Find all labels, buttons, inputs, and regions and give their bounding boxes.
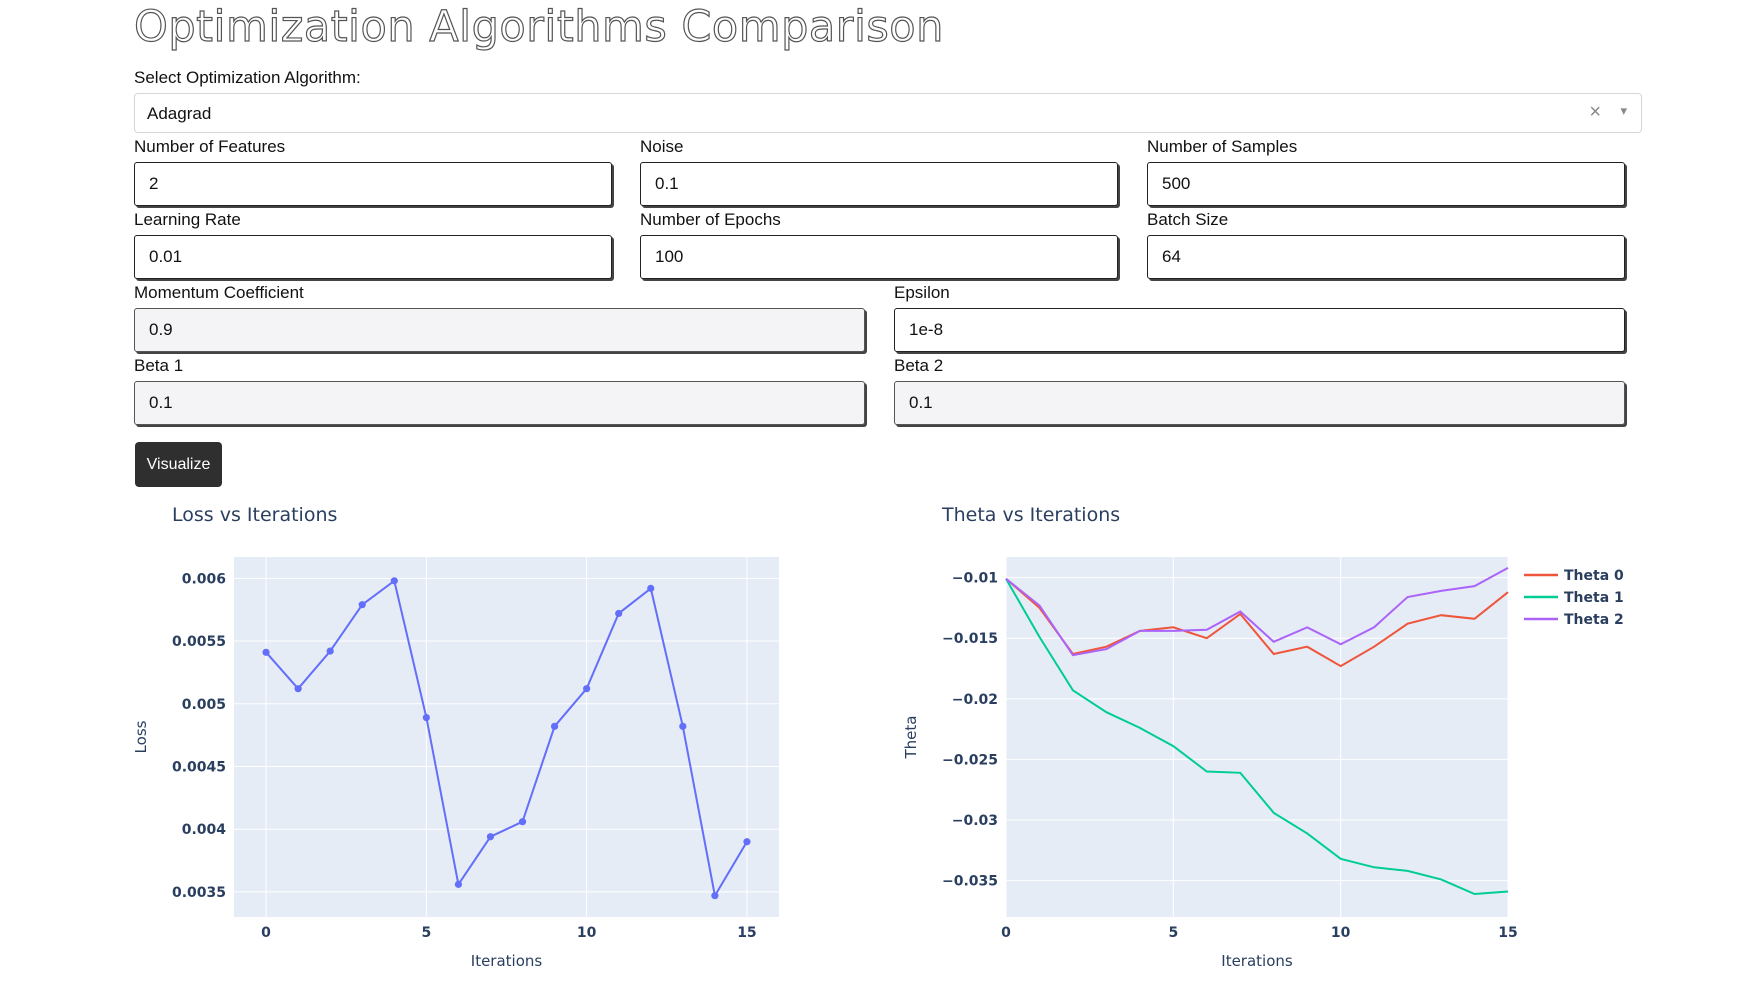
y-tick-label: −0.015	[942, 631, 998, 647]
legend-item: Theta 2	[1564, 612, 1624, 628]
y-tick-label: −0.02	[952, 692, 998, 708]
data-point	[583, 685, 591, 693]
algorithm-label: Select Optimization Algorithm:	[134, 68, 361, 87]
series-line	[1005, 578, 1509, 668]
data-point	[486, 833, 495, 841]
chart-title: Loss vs Iterations	[172, 504, 337, 526]
series-line	[265, 579, 748, 899]
num-epochs-label: Number of Epochs	[640, 210, 781, 229]
y-tick-label: 0.0045	[172, 759, 226, 775]
y-tick-label: −0.01	[952, 571, 998, 587]
data-point	[358, 601, 366, 609]
data-point	[454, 880, 463, 888]
data-point	[518, 818, 527, 826]
x-tick-label: 15	[1498, 925, 1517, 941]
data-point	[743, 838, 751, 846]
data-point	[615, 609, 623, 618]
data-point	[390, 577, 398, 585]
epsilon-input[interactable]: 1e-8	[894, 308, 1625, 352]
x-tick-label: 5	[1168, 925, 1178, 941]
x-tick-label: 10	[1331, 925, 1351, 941]
y-tick-label: 0.005	[182, 697, 226, 713]
y-tick-label: 0.004	[182, 822, 227, 838]
num-samples-label: Number of Samples	[1147, 137, 1298, 156]
data-point	[422, 713, 430, 722]
noise-input[interactable]: 0.1	[640, 162, 1118, 206]
x-tick-label: 0	[1001, 925, 1011, 941]
y-tick-label: −0.035	[942, 874, 998, 890]
y-tick-label: 0.0035	[172, 885, 226, 901]
beta1-input[interactable]: 0.1	[134, 381, 865, 425]
algorithm-selected-value: Adagrad	[147, 104, 212, 123]
y-axis-label: Theta	[902, 716, 920, 760]
legend-item: Theta 0	[1564, 568, 1624, 584]
y-axis-label: Loss	[132, 720, 150, 753]
chart-title: Theta vs Iterations	[941, 504, 1120, 526]
series-line	[1005, 578, 1509, 896]
learning-rate-label: Learning Rate	[134, 210, 241, 229]
beta2-label: Beta 2	[894, 356, 944, 375]
series-line	[1005, 567, 1509, 657]
x-tick-label: 15	[737, 925, 756, 941]
chevron-down-icon[interactable]: ▾	[1620, 103, 1627, 118]
algorithm-dropdown[interactable]: Adagrad × ▾	[134, 93, 1642, 133]
data-point	[326, 647, 334, 655]
momentum-label: Momentum Coefficient	[134, 283, 304, 302]
y-tick-label: −0.025	[942, 752, 998, 768]
plot-area	[1006, 557, 1508, 917]
data-point	[679, 722, 687, 730]
loss-chart: Loss vs Iterations 0.0035 0.004 0.0045 0.005…	[132, 504, 779, 970]
y-tick-label: 0.0055	[172, 634, 226, 650]
num-epochs-input[interactable]: 100	[640, 235, 1118, 279]
visualize-button[interactable]: Visualize	[135, 442, 222, 487]
learning-rate-input[interactable]: 0.01	[134, 235, 612, 279]
noise-label: Noise	[640, 137, 684, 156]
y-tick-label: −0.03	[952, 813, 998, 829]
clear-icon[interactable]: ×	[1589, 101, 1601, 123]
batch-size-label: Batch Size	[1147, 210, 1229, 229]
data-point	[550, 722, 559, 730]
beta1-label: Beta 1	[134, 356, 184, 375]
y-tick-label: 0.006	[182, 571, 226, 587]
batch-size-input[interactable]: 64	[1147, 235, 1625, 279]
num-features-input[interactable]: 2	[134, 162, 612, 206]
x-tick-label: 10	[577, 925, 597, 941]
legend-item: Theta 1	[1564, 590, 1624, 606]
plot-area	[234, 557, 779, 917]
page-title: Optimization Algorithms Comparison	[133, 1, 944, 52]
momentum-input[interactable]: 0.9	[134, 308, 865, 352]
num-samples-input[interactable]: 500	[1147, 162, 1625, 206]
data-point	[294, 685, 302, 693]
beta2-input[interactable]: 0.1	[894, 381, 1625, 425]
x-tick-label: 0	[261, 925, 271, 941]
x-axis-label: Iterations	[1221, 952, 1293, 970]
data-point	[262, 648, 270, 656]
x-axis-label: Iterations	[471, 952, 543, 970]
data-point	[647, 584, 655, 592]
x-tick-label: 5	[421, 925, 431, 941]
theta-chart: Theta vs Iterations−0.035−0.03−0.025−0.0…	[902, 504, 1624, 970]
data-point	[711, 892, 719, 900]
epsilon-label: Epsilon	[894, 283, 950, 302]
num-features-label: Number of Features	[134, 137, 286, 156]
